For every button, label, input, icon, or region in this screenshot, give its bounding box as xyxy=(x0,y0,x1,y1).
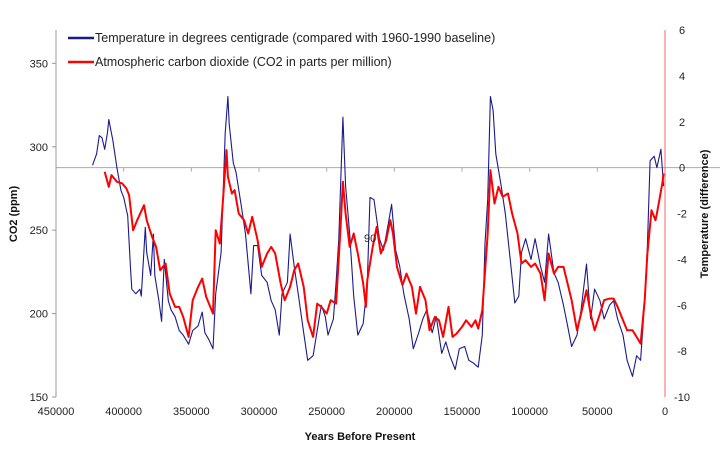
legend-label-co2: Atmospheric carbon dioxide (CO2 in parts… xyxy=(95,55,392,69)
x-tick-label: 450000 xyxy=(38,406,75,418)
y2-tick-label: 2 xyxy=(679,117,685,129)
reference-line-group xyxy=(56,167,720,172)
x-tick-label: 300000 xyxy=(241,406,278,418)
y2-tick-label: -10 xyxy=(674,392,690,404)
y-tick-label: 350 xyxy=(30,58,48,70)
x-tick-label: 250000 xyxy=(308,406,345,418)
y-tick-label: 200 xyxy=(30,309,48,321)
series-line-temperature xyxy=(91,95,665,377)
x-tick-label: 100000 xyxy=(511,406,548,418)
y2-tick-label: -2 xyxy=(677,209,687,221)
y2-tick-label: -8 xyxy=(677,346,687,358)
x-tick-label: 400000 xyxy=(105,406,142,418)
y2-axis-title: Temperature (difference) xyxy=(699,149,711,278)
y2-tick-label: -4 xyxy=(677,254,687,266)
x-tick-label: 350000 xyxy=(173,406,210,418)
y2-tick-label: 6 xyxy=(679,25,685,37)
x-tick-label: 0 xyxy=(662,406,668,418)
x-tick-label: 50000 xyxy=(582,406,613,418)
series-line-co2 xyxy=(103,149,665,345)
series-group xyxy=(91,95,665,377)
x-axis-title: Years Before Present xyxy=(305,431,416,443)
x-tick-label: 150000 xyxy=(444,406,481,418)
y-axis-title: CO2 (ppm) xyxy=(8,186,20,243)
annotation-label: 90 xyxy=(364,233,376,245)
y-tick-label: 150 xyxy=(30,392,48,404)
y2-tick-label: 4 xyxy=(679,71,685,83)
y2-tick-label: 0 xyxy=(679,163,685,175)
legend: Temperature in degrees centigrade (compa… xyxy=(68,31,495,69)
y2-tick-label: -6 xyxy=(677,300,687,312)
y-tick-label: 300 xyxy=(30,142,48,154)
legend-label-temperature: Temperature in degrees centigrade (compa… xyxy=(95,31,495,45)
x-tick-label: 200000 xyxy=(376,406,413,418)
y-tick-label: 250 xyxy=(30,225,48,237)
axes-group: 150 200 250 300 350 -10 -8 -6 -4 -2 0 2 4 6 450000 4000… xyxy=(30,25,690,418)
